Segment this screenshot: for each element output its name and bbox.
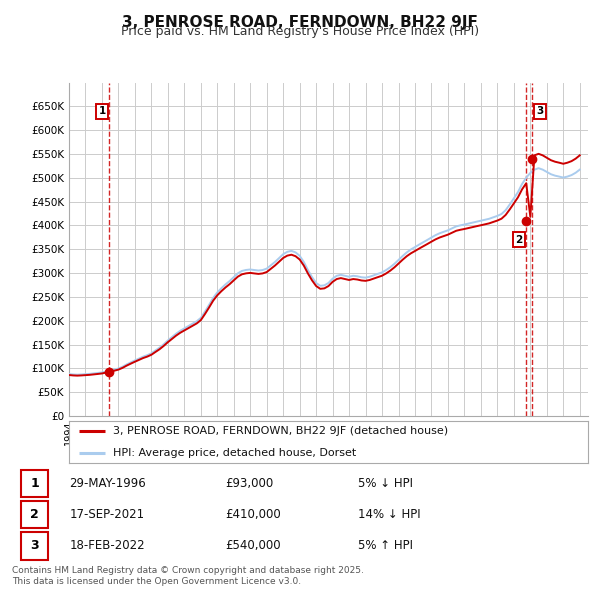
Text: 17-SEP-2021: 17-SEP-2021 — [70, 508, 145, 522]
Text: HPI: Average price, detached house, Dorset: HPI: Average price, detached house, Dors… — [113, 448, 356, 457]
Text: £540,000: £540,000 — [225, 539, 281, 552]
Text: Contains HM Land Registry data © Crown copyright and database right 2025.
This d: Contains HM Land Registry data © Crown c… — [12, 566, 364, 586]
Text: 5% ↓ HPI: 5% ↓ HPI — [358, 477, 413, 490]
Text: 1: 1 — [98, 106, 106, 116]
Text: 1: 1 — [30, 477, 39, 490]
Text: £410,000: £410,000 — [225, 508, 281, 522]
Text: 29-MAY-1996: 29-MAY-1996 — [70, 477, 146, 490]
Text: 3: 3 — [30, 539, 39, 552]
Text: 2: 2 — [515, 235, 523, 245]
Text: 3, PENROSE ROAD, FERNDOWN, BH22 9JF: 3, PENROSE ROAD, FERNDOWN, BH22 9JF — [122, 15, 478, 30]
Text: 5% ↑ HPI: 5% ↑ HPI — [358, 539, 413, 552]
Text: 3, PENROSE ROAD, FERNDOWN, BH22 9JF (detached house): 3, PENROSE ROAD, FERNDOWN, BH22 9JF (det… — [113, 427, 448, 436]
Text: 18-FEB-2022: 18-FEB-2022 — [70, 539, 145, 552]
Text: 2: 2 — [30, 508, 39, 522]
FancyBboxPatch shape — [20, 532, 48, 559]
Text: £93,000: £93,000 — [225, 477, 274, 490]
Text: Price paid vs. HM Land Registry's House Price Index (HPI): Price paid vs. HM Land Registry's House … — [121, 25, 479, 38]
FancyBboxPatch shape — [20, 501, 48, 529]
Text: 14% ↓ HPI: 14% ↓ HPI — [358, 508, 420, 522]
Text: 3: 3 — [536, 106, 544, 116]
FancyBboxPatch shape — [20, 470, 48, 497]
